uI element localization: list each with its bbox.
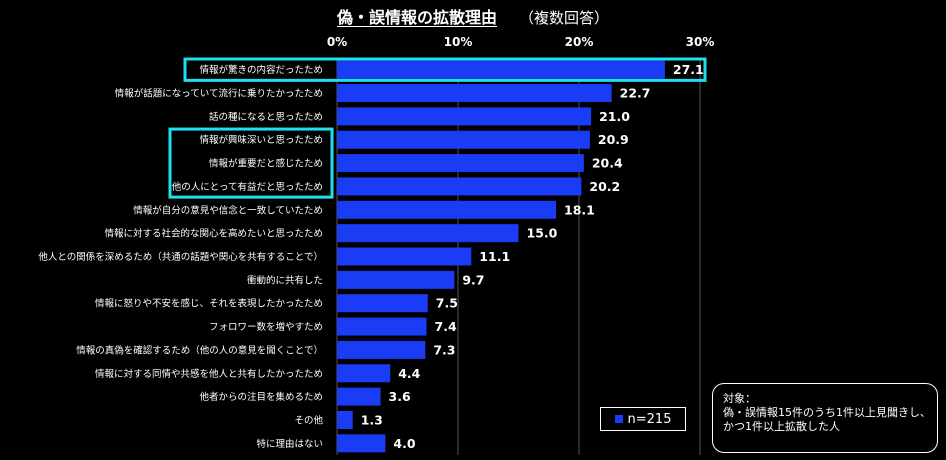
- category-label: 他者からの注目を集めるため: [199, 391, 323, 403]
- category-label: 情報が重要だと感じたため: [209, 158, 323, 170]
- category-label: 情報に怒りや不安を感じ、それを表現したかったため: [95, 298, 323, 310]
- value-label: 7.3: [433, 342, 455, 357]
- legend-label: n=215: [627, 411, 672, 427]
- bar: [337, 434, 386, 453]
- bar: [337, 200, 557, 219]
- x-tick-label: 30%: [686, 35, 715, 49]
- bar: [337, 177, 582, 196]
- value-label: 20.4: [592, 156, 623, 171]
- highlight-box: [183, 57, 707, 82]
- note-line-1: 対象：: [723, 392, 756, 405]
- highlight-box: [168, 127, 334, 199]
- bar: [337, 247, 472, 266]
- category-label: フォロワー数を増やすため: [209, 321, 323, 333]
- bar: [337, 364, 391, 383]
- bar: [337, 317, 427, 336]
- bar: [337, 130, 590, 149]
- value-label: 27.1: [673, 62, 704, 77]
- chart-title-main: 偽・誤情報の拡散理由: [336, 8, 497, 27]
- bar: [337, 84, 612, 103]
- note-line-3: かつ1件以上拡散した人: [723, 420, 840, 433]
- target-note: 対象： 偽・誤情報15件のうち1件以上見聞きし、 かつ1件以上拡散した人: [712, 383, 938, 453]
- value-label: 20.9: [598, 132, 629, 147]
- category-label: その他: [294, 414, 323, 426]
- value-label: 21.0: [599, 109, 630, 124]
- category-label: 話の種になると思ったため: [209, 111, 323, 123]
- category-label: 情報に対する同情や共感を他人と共有したかったため: [95, 368, 323, 380]
- value-label: 20.2: [589, 179, 620, 194]
- category-label: 情報が話題になっていて流行に乗りたかったため: [115, 88, 323, 100]
- value-label: 22.7: [620, 86, 651, 101]
- value-label: 18.1: [564, 202, 595, 217]
- legend-swatch: [614, 415, 623, 423]
- chart-title: 偽・誤情報の拡散理由 （複数回答）: [0, 4, 946, 28]
- bar: [337, 107, 592, 126]
- x-tick-label: 20%: [565, 35, 594, 49]
- value-label: 7.4: [435, 319, 457, 334]
- chart-title-sub: （複数回答）: [519, 9, 610, 27]
- bar: [337, 294, 428, 313]
- value-label: 11.1: [479, 249, 510, 264]
- value-label: 3.6: [389, 389, 411, 404]
- x-tick-label: 10%: [444, 35, 473, 49]
- category-label: 他の人にとって有益だと思ったため: [172, 181, 323, 193]
- value-label: 4.4: [398, 366, 420, 381]
- category-label: 情報が自分の意見や信念と一致していたため: [133, 204, 323, 216]
- category-label: 情報が驚きの内容だったため: [199, 64, 323, 76]
- bar: [337, 60, 665, 79]
- value-label: 15.0: [527, 226, 558, 241]
- category-label: 情報の真偽を確認するため（他の人の意見を聞くことで）: [76, 344, 323, 356]
- x-tick-label: 0%: [327, 35, 347, 49]
- bar: [337, 340, 426, 359]
- bar: [337, 387, 381, 406]
- category-label: 他人との関係を深めるため（共通の話題や関心を共有することで）: [38, 251, 323, 263]
- bar: [337, 270, 455, 289]
- bar: [337, 154, 584, 173]
- bar: [337, 410, 353, 429]
- bar: [337, 224, 519, 243]
- value-label: 4.0: [393, 436, 415, 451]
- note-line-2: 偽・誤情報15件のうち1件以上見聞きし、: [723, 406, 931, 419]
- value-label: 7.5: [436, 296, 458, 311]
- category-label: 情報に対する社会的な関心を高めたいと思ったため: [104, 228, 323, 240]
- category-label: 情報が興味深いと思ったため: [199, 134, 323, 146]
- value-label: 1.3: [361, 412, 383, 427]
- value-label: 9.7: [462, 272, 484, 287]
- category-label: 特に理由はない: [256, 438, 323, 450]
- legend: n=215: [600, 407, 686, 431]
- category-label: 衝動的に共有した: [247, 274, 323, 286]
